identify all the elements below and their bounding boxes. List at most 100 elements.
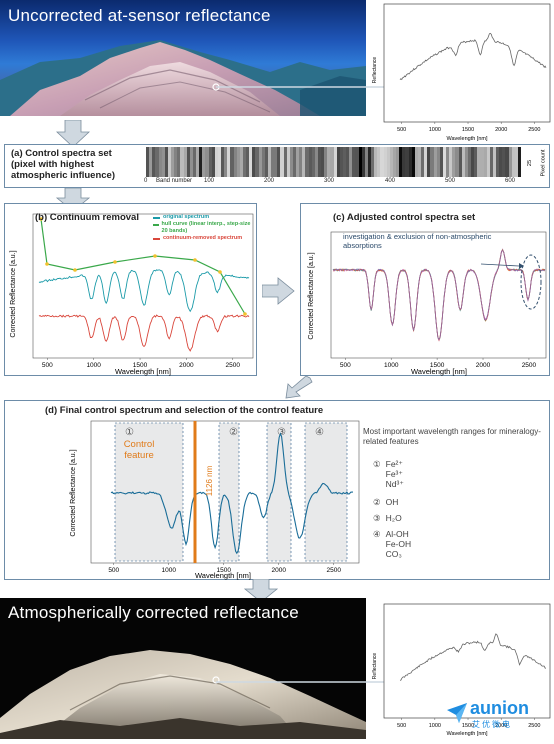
heatmap-stripe	[449, 147, 453, 177]
x-tick-label: 1000	[162, 567, 177, 574]
heatmap-stripe	[367, 147, 371, 177]
corrected-spectrum-line	[399, 633, 547, 681]
heatmap-stripe	[205, 147, 209, 177]
panel-a-title-1: (a) Control spectra set	[11, 148, 112, 159]
heatmap-stripe	[146, 147, 150, 177]
range-4: ④ Al-OH Fe-OH CO₃	[373, 529, 412, 559]
heatmap-stripe	[474, 147, 478, 177]
heatmap-stripe	[480, 147, 484, 177]
heatmap-stripe	[152, 147, 156, 177]
x-tick-label: 2500	[522, 362, 537, 369]
heatmap-stripe	[442, 147, 446, 177]
panel-c-title: (c) Adjusted control spectra set	[333, 212, 476, 223]
heatmap-stripe	[405, 147, 409, 177]
heatmap-stripe	[258, 147, 262, 177]
final-control-spectrum	[110, 432, 353, 555]
heatmap-stripe	[292, 147, 296, 177]
heatmap-stripe	[402, 147, 406, 177]
adjusted-spectra-lines	[332, 248, 546, 342]
x-tick-label: 500	[397, 127, 406, 133]
corrected-rock-illustration	[0, 650, 366, 739]
heatmap-stripe	[267, 147, 271, 177]
region-number: ②	[229, 427, 238, 438]
heatmap-stripe	[314, 147, 318, 177]
hull-point	[39, 217, 43, 221]
flow-arrow-down-3	[244, 579, 278, 603]
heatmap-stripe	[230, 147, 234, 177]
heatmap-stripe	[461, 147, 465, 177]
uncorrected-spectrum-plot: 500 1000 1500 2000 2500 Reflectance Waveleng…	[370, 0, 554, 145]
panel-d: (d) Final control spectrum and selection…	[4, 400, 550, 580]
hull-point	[45, 262, 49, 266]
heatmap-stripe	[380, 147, 384, 177]
panel-d-xlabel: Wavelength [nm]	[195, 571, 251, 580]
panel-b: 500 1000 1500 2000 2500 Corrected Reflectanc…	[4, 203, 257, 376]
bottom-plot-ylabel: Reflectance	[372, 653, 378, 680]
x-tick-label: 2000	[495, 127, 507, 133]
heatmap-stripe	[471, 147, 475, 177]
heatmap-stripe	[149, 147, 153, 177]
heatmap-stripe	[224, 147, 228, 177]
heatmap-stripe	[455, 147, 459, 177]
top-plot-ylabel: Reflectance	[372, 57, 378, 84]
region-number: ③	[277, 427, 286, 438]
x-tick-label: 1000	[86, 362, 101, 369]
heatmap-stripe	[514, 147, 518, 177]
heatmap-stripe	[511, 147, 515, 177]
heatmap-stripe	[246, 147, 250, 177]
bottom-plot-xlabel: Wavelength [nm]	[446, 731, 488, 737]
heatmap-stripe	[177, 147, 181, 177]
band-tick-400: 400	[385, 178, 396, 184]
logo-subtext: 艾优微电	[472, 720, 512, 729]
hull-point	[218, 270, 222, 274]
heatmap-stripe	[399, 147, 403, 177]
flow-arrow-right	[262, 277, 295, 305]
control-spectra-heatmap	[146, 147, 522, 177]
ranges-list: ① Fe²⁺ Fe³⁺ Nd³⁺ ② OH ③ H₂O ④ Al-OH Fe-OH CO₃	[373, 459, 523, 559]
x-tick-label: 1000	[384, 362, 399, 369]
heatmap-stripe	[396, 147, 400, 177]
heatmap-stripe	[499, 147, 503, 177]
panel-b-xlabel: Wavelength [nm]	[115, 367, 171, 376]
continuum-removed-line	[38, 314, 250, 352]
uncorrected-image: Uncorrected at-sensor reflectance	[0, 0, 366, 116]
panel-b-title: (b) Continuum removal	[35, 212, 139, 223]
band-number-label: Band number	[156, 178, 193, 184]
heatmap-stripe	[392, 147, 396, 177]
band-tick-0: 0	[144, 178, 148, 184]
heatmap-stripe	[430, 147, 434, 177]
hull-point	[73, 268, 77, 272]
x-tick-label: 500	[42, 362, 53, 369]
heatmap-stripe	[371, 147, 375, 177]
heatmap-stripe	[299, 147, 303, 177]
exclusion-ellipse	[520, 254, 542, 310]
panel-b-legend: original spectrum hull curve (linear int…	[153, 214, 253, 242]
wavelength-region	[304, 422, 348, 562]
panel-c-xlabel: Wavelength [nm]	[411, 367, 467, 376]
x-tick-label: 2500	[528, 127, 540, 133]
heatmap-stripe	[239, 147, 243, 177]
heatmap-stripe	[464, 147, 468, 177]
ranges-title: Most important wavelength ranges for min…	[363, 427, 541, 446]
heatmap-stripe	[217, 147, 221, 177]
x-tick-label: 2000	[179, 362, 194, 369]
region-number: ①	[125, 427, 134, 438]
wavelength-region	[266, 422, 292, 562]
panel-b-ylabel: Corrected Reflectance [a.u.]	[10, 250, 17, 337]
flow-arrow-down-left	[285, 376, 313, 399]
x-tick-label: 1000	[429, 723, 441, 729]
heatmap-stripe	[377, 147, 381, 177]
control-feature-label: Control feature	[123, 439, 155, 461]
x-tick-label: 1500	[217, 567, 232, 574]
heatmap-stripe	[211, 147, 215, 177]
band-tick-100: 100	[204, 178, 215, 184]
heatmap-stripe	[167, 147, 171, 177]
heatmap-stripe	[171, 147, 175, 177]
heatmap-stripe	[502, 147, 506, 177]
heatmap-stripe	[199, 147, 203, 177]
heatmap-stripe	[161, 147, 165, 177]
heatmap-stripe	[433, 147, 437, 177]
heatmap-stripe	[196, 147, 200, 177]
heatmap-stripe	[424, 147, 428, 177]
hull-point	[193, 258, 197, 262]
